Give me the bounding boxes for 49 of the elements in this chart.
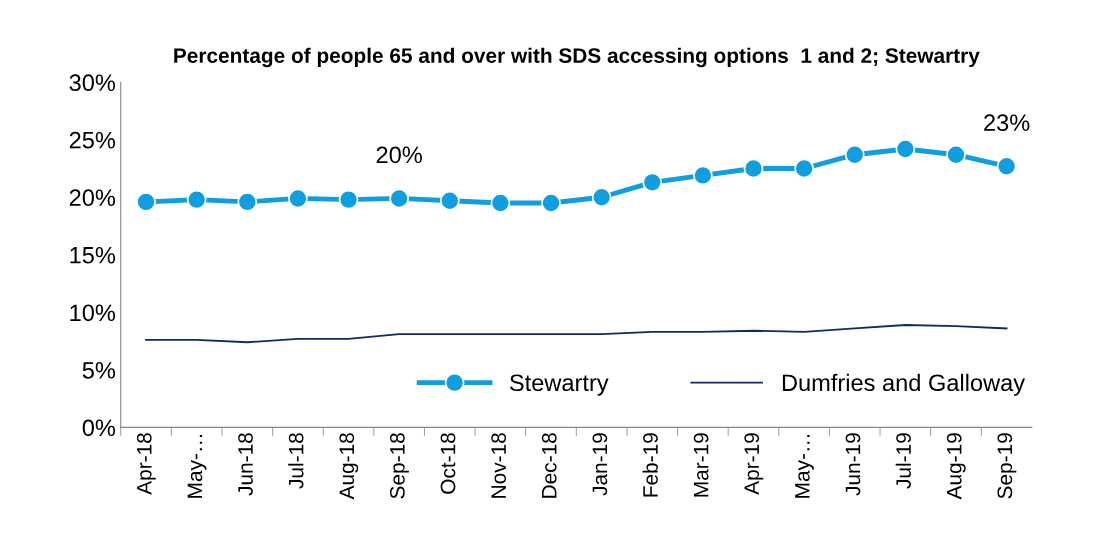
y-tick-label: 25% [69,131,116,149]
annotation: 20% [376,146,422,164]
legend-label: Stewartry [509,374,609,396]
point [439,190,460,211]
point [743,158,764,179]
x-tick-label: Jun-19 [845,433,861,496]
x-tick-label: Apr-18 [136,433,156,495]
point [338,189,359,210]
y-tick-label: 5% [82,362,116,379]
x-tick-label: May-… [187,435,207,498]
y-tick-label: 10% [70,304,116,322]
line-series [145,324,1008,344]
point [591,187,612,208]
point [996,156,1017,177]
point [642,172,663,193]
x-tick-label: Feb-19 [642,433,658,497]
x-tick-label: Jan-19 [592,433,608,496]
point [288,188,308,209]
x-tick-label: Apr-19 [744,433,764,495]
x-tick-label: Aug-19 [946,433,966,500]
point [237,192,258,212]
y-tick-label: 30% [69,74,116,92]
y-tick-label: 0% [82,419,116,437]
x-tick-label: Jul-18 [288,433,304,489]
y-tick-label: 20% [69,189,116,207]
x-tick-label: Mar-19 [693,433,709,497]
x-tick-label: Sep-18 [390,433,409,499]
x-tick-label: Nov-18 [491,433,506,498]
point [794,158,814,179]
point [136,192,156,212]
legend-label: Dumfries and Galloway [782,373,1026,396]
point [693,165,713,186]
x-tick-label: Jun-18 [238,433,253,496]
x-tick-label: Aug-18 [339,433,359,500]
point [186,189,207,210]
y-tick-label: 15% [70,246,116,264]
annotation: 23% [984,114,1030,131]
x-tick-label: Sep-19 [997,433,1017,499]
x-tick-label: Dec-18 [541,433,557,498]
x-tick-label: May-… [795,435,814,498]
point [389,188,410,209]
point [895,139,916,159]
chart-title: Percentage of people 65 and over with SDS accessing options 1 and 2; Stewartry [174,47,980,68]
point [490,193,511,213]
x-tick-label: Oct-18 [440,433,456,494]
x-tick-label: Jul-19 [895,433,911,489]
point [844,144,865,165]
point [946,144,966,165]
point [541,193,561,213]
